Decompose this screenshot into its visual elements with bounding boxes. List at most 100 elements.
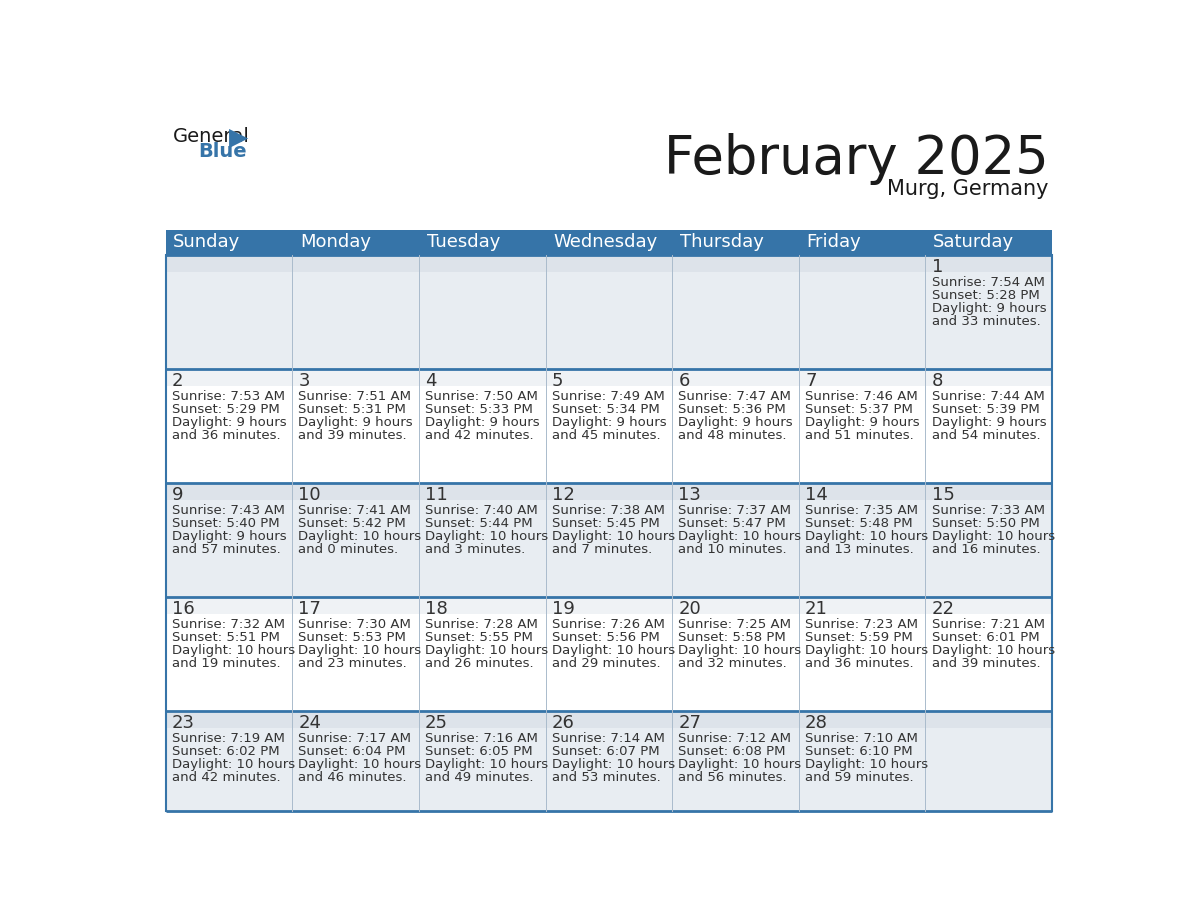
Bar <box>292 230 419 255</box>
Text: Daylight: 10 hours: Daylight: 10 hours <box>298 757 422 771</box>
Text: Sunrise: 7:33 AM: Sunrise: 7:33 AM <box>931 504 1044 517</box>
Text: 4: 4 <box>425 372 436 390</box>
Bar <box>165 230 292 255</box>
Text: and 16 minutes.: and 16 minutes. <box>931 543 1041 556</box>
Text: 22: 22 <box>931 599 955 618</box>
Text: 18: 18 <box>425 599 448 618</box>
Text: Sunrise: 7:32 AM: Sunrise: 7:32 AM <box>172 618 285 631</box>
Text: Daylight: 10 hours: Daylight: 10 hours <box>678 757 802 771</box>
Text: Sunrise: 7:38 AM: Sunrise: 7:38 AM <box>551 504 664 517</box>
Text: Sunrise: 7:41 AM: Sunrise: 7:41 AM <box>298 504 411 517</box>
Text: and 56 minutes.: and 56 minutes. <box>678 771 786 784</box>
Text: Sunrise: 7:44 AM: Sunrise: 7:44 AM <box>931 389 1044 403</box>
Text: 15: 15 <box>931 486 955 504</box>
Text: Sunset: 6:08 PM: Sunset: 6:08 PM <box>678 744 786 757</box>
Text: Sunset: 5:34 PM: Sunset: 5:34 PM <box>551 403 659 416</box>
Text: Daylight: 10 hours: Daylight: 10 hours <box>298 530 422 543</box>
Text: and 39 minutes.: and 39 minutes. <box>931 657 1041 670</box>
Text: Sunrise: 7:16 AM: Sunrise: 7:16 AM <box>425 732 538 744</box>
Text: Sunset: 5:51 PM: Sunset: 5:51 PM <box>172 631 279 644</box>
Text: Sunset: 5:37 PM: Sunset: 5:37 PM <box>805 403 912 416</box>
Text: Tuesday: Tuesday <box>426 233 500 252</box>
Text: Monday: Monday <box>299 233 371 252</box>
Text: Daylight: 9 hours: Daylight: 9 hours <box>805 416 920 429</box>
Text: and 49 minutes.: and 49 minutes. <box>425 771 533 784</box>
Text: Murg, Germany: Murg, Germany <box>886 179 1048 199</box>
Text: Sunrise: 7:28 AM: Sunrise: 7:28 AM <box>425 618 538 631</box>
Text: and 26 minutes.: and 26 minutes. <box>425 657 533 670</box>
Text: Sunset: 6:05 PM: Sunset: 6:05 PM <box>425 744 532 757</box>
Bar <box>419 230 545 255</box>
Text: 23: 23 <box>172 714 195 732</box>
Text: Sunrise: 7:35 AM: Sunrise: 7:35 AM <box>805 504 918 517</box>
Text: Daylight: 10 hours: Daylight: 10 hours <box>298 644 422 656</box>
Text: Sunset: 5:53 PM: Sunset: 5:53 PM <box>298 631 406 644</box>
Text: Sunrise: 7:54 AM: Sunrise: 7:54 AM <box>931 275 1044 288</box>
Text: 9: 9 <box>172 486 183 504</box>
Text: Sunrise: 7:46 AM: Sunrise: 7:46 AM <box>805 389 918 403</box>
Text: 19: 19 <box>551 599 575 618</box>
Text: and 3 minutes.: and 3 minutes. <box>425 543 525 556</box>
Bar <box>165 369 1053 386</box>
Bar <box>165 711 1053 811</box>
Text: Daylight: 10 hours: Daylight: 10 hours <box>931 530 1055 543</box>
Text: Daylight: 9 hours: Daylight: 9 hours <box>298 416 413 429</box>
Text: General: General <box>173 127 251 146</box>
Text: and 7 minutes.: and 7 minutes. <box>551 543 652 556</box>
Text: 26: 26 <box>551 714 575 732</box>
Text: 16: 16 <box>172 599 195 618</box>
Text: and 36 minutes.: and 36 minutes. <box>172 429 280 442</box>
Text: and 42 minutes.: and 42 minutes. <box>425 429 533 442</box>
Text: 28: 28 <box>805 714 828 732</box>
Bar <box>165 483 1053 597</box>
Text: Daylight: 10 hours: Daylight: 10 hours <box>551 530 675 543</box>
Text: Sunrise: 7:43 AM: Sunrise: 7:43 AM <box>172 504 285 517</box>
Text: Sunset: 5:50 PM: Sunset: 5:50 PM <box>931 517 1040 530</box>
Text: 27: 27 <box>678 714 701 732</box>
Bar <box>545 230 672 255</box>
Text: 12: 12 <box>551 486 575 504</box>
Text: Sunrise: 7:10 AM: Sunrise: 7:10 AM <box>805 732 918 744</box>
Text: 2: 2 <box>172 372 183 390</box>
Text: Friday: Friday <box>807 233 861 252</box>
Text: Daylight: 10 hours: Daylight: 10 hours <box>805 757 928 771</box>
Text: and 0 minutes.: and 0 minutes. <box>298 543 398 556</box>
Text: Wednesday: Wednesday <box>554 233 657 252</box>
Text: 24: 24 <box>298 714 322 732</box>
Text: and 23 minutes.: and 23 minutes. <box>298 657 407 670</box>
Text: 8: 8 <box>931 372 943 390</box>
Text: Sunset: 5:39 PM: Sunset: 5:39 PM <box>931 403 1040 416</box>
Text: and 42 minutes.: and 42 minutes. <box>172 771 280 784</box>
Text: and 29 minutes.: and 29 minutes. <box>551 657 661 670</box>
Bar <box>165 483 1053 499</box>
Text: 6: 6 <box>678 372 690 390</box>
Text: Daylight: 9 hours: Daylight: 9 hours <box>172 530 286 543</box>
Text: Sunset: 6:10 PM: Sunset: 6:10 PM <box>805 744 912 757</box>
Text: 5: 5 <box>551 372 563 390</box>
Text: Sunrise: 7:23 AM: Sunrise: 7:23 AM <box>805 618 918 631</box>
Text: Daylight: 9 hours: Daylight: 9 hours <box>931 416 1047 429</box>
Text: Daylight: 9 hours: Daylight: 9 hours <box>931 302 1047 315</box>
Text: 3: 3 <box>298 372 310 390</box>
Bar <box>165 597 1053 614</box>
Text: 10: 10 <box>298 486 321 504</box>
Text: Sunset: 5:48 PM: Sunset: 5:48 PM <box>805 517 912 530</box>
Text: Sunset: 5:47 PM: Sunset: 5:47 PM <box>678 517 786 530</box>
Text: Sunset: 5:33 PM: Sunset: 5:33 PM <box>425 403 533 416</box>
Text: Sunset: 5:31 PM: Sunset: 5:31 PM <box>298 403 406 416</box>
Text: and 39 minutes.: and 39 minutes. <box>298 429 407 442</box>
Text: Sunset: 5:28 PM: Sunset: 5:28 PM <box>931 289 1040 302</box>
Text: Saturday: Saturday <box>934 233 1015 252</box>
Text: Sunrise: 7:40 AM: Sunrise: 7:40 AM <box>425 504 538 517</box>
Text: and 48 minutes.: and 48 minutes. <box>678 429 786 442</box>
Text: Daylight: 9 hours: Daylight: 9 hours <box>425 416 539 429</box>
Text: Daylight: 10 hours: Daylight: 10 hours <box>172 757 295 771</box>
Text: Sunrise: 7:30 AM: Sunrise: 7:30 AM <box>298 618 411 631</box>
Text: ▶: ▶ <box>229 127 248 151</box>
Text: Sunset: 5:45 PM: Sunset: 5:45 PM <box>551 517 659 530</box>
Text: Sunset: 6:04 PM: Sunset: 6:04 PM <box>298 744 406 757</box>
Bar <box>165 711 1053 728</box>
Text: Sunrise: 7:37 AM: Sunrise: 7:37 AM <box>678 504 791 517</box>
Text: Blue: Blue <box>198 142 247 162</box>
Text: Sunset: 5:55 PM: Sunset: 5:55 PM <box>425 631 533 644</box>
